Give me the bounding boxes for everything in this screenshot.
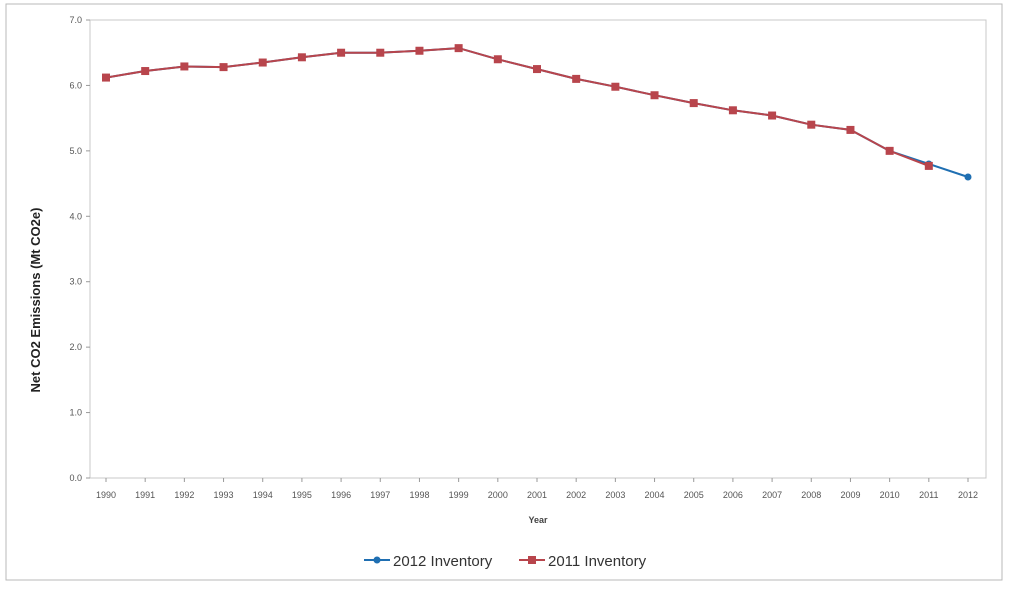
series-2011-inventory (102, 44, 933, 170)
x-tick-label: 2010 (880, 490, 900, 500)
x-tick-label: 1992 (174, 490, 194, 500)
data-point (611, 82, 620, 91)
x-tick-label: 2005 (684, 490, 704, 500)
data-point (964, 173, 972, 181)
data-point (102, 73, 110, 82)
data-point (180, 62, 189, 71)
x-tick-label: 1995 (292, 490, 312, 500)
x-tick-label: 1996 (331, 490, 351, 500)
x-tick-label: 2002 (566, 490, 586, 500)
data-point (533, 65, 541, 74)
data-point (650, 91, 659, 100)
data-point (572, 74, 581, 83)
x-tick-label: 2004 (645, 490, 665, 500)
data-point (376, 48, 385, 57)
x-axis-label: Year (528, 515, 548, 525)
y-tick-label: 1.0 (69, 408, 82, 418)
y-axis-label: Net CO2 Emissions (Mt CO2e) (28, 208, 43, 393)
x-tick-label: 2008 (801, 490, 821, 500)
y-tick-label: 6.0 (69, 80, 82, 90)
legend-item-2012: 2012 Inventory (364, 553, 493, 570)
y-tick-label: 3.0 (69, 277, 82, 287)
data-point (297, 53, 306, 62)
data-point (141, 67, 150, 76)
data-point (219, 63, 228, 72)
x-tick-label: 2012 (958, 490, 978, 500)
series-layer (102, 44, 972, 181)
x-tick-label: 2011 (919, 490, 938, 500)
y-tick-label: 5.0 (69, 146, 82, 156)
legend-marker-2011 (528, 556, 536, 564)
x-tick-label: 1993 (214, 490, 234, 500)
series-line (105, 47, 930, 167)
data-point (258, 58, 267, 67)
y-tick-label: 2.0 (69, 342, 82, 352)
y-tick-label: 0.0 (69, 473, 82, 483)
y-tick-label: 7.0 (69, 15, 82, 25)
x-tick-label: 2003 (605, 490, 625, 500)
legend-marker-2012 (373, 556, 381, 564)
data-point (924, 161, 933, 170)
data-point (337, 48, 346, 57)
axes: 0.0 1.0 2.0 3.0 4.0 5.0 6.0 7.0 1990 1991 1992 1993… (69, 15, 978, 500)
plot-area (89, 19, 987, 479)
data-point (846, 125, 855, 134)
data-point (885, 146, 894, 155)
data-point (689, 99, 698, 108)
x-tick-label: 2001 (527, 490, 547, 500)
legend-label-2012: 2012 Inventory (393, 553, 493, 570)
data-point (493, 55, 502, 64)
x-tick-label: 1991 (135, 490, 155, 500)
x-tick-label: 1998 (409, 490, 429, 500)
x-tick-label: 1994 (253, 490, 273, 500)
x-tick-label: 1990 (96, 490, 116, 500)
x-tick-label: 2007 (762, 490, 782, 500)
data-point (768, 111, 777, 120)
data-point (807, 120, 816, 129)
legend: 2012 Inventory 2011 Inventory (364, 553, 647, 570)
x-tick-label: 1999 (449, 490, 469, 500)
x-tick-label: 1997 (370, 490, 390, 500)
data-point (415, 46, 424, 55)
legend-item-2011: 2011 Inventory (519, 553, 647, 570)
x-tick-label: 2009 (840, 490, 860, 500)
y-tick-label: 4.0 (69, 211, 82, 221)
x-tick-label: 2000 (488, 490, 508, 500)
data-point (728, 106, 737, 115)
data-point (454, 44, 463, 53)
x-tick-label: 2006 (723, 490, 743, 500)
legend-label-2011: 2011 Inventory (548, 553, 647, 570)
